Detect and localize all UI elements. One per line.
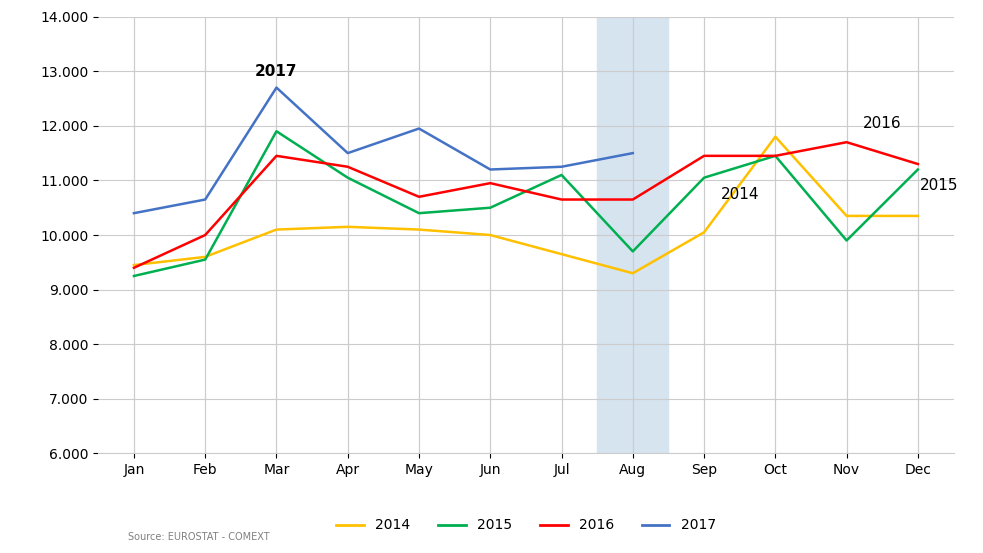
Legend: 2014, 2015, 2016, 2017: 2014, 2015, 2016, 2017 [330,513,722,538]
Bar [598,17,668,453]
Text: 2015: 2015 [920,179,958,194]
Text: 2014: 2014 [721,186,759,201]
Text: 2016: 2016 [863,116,901,131]
Text: 2017: 2017 [256,64,298,79]
Text: Source: EUROSTAT - COMEXT: Source: EUROSTAT - COMEXT [128,532,269,542]
